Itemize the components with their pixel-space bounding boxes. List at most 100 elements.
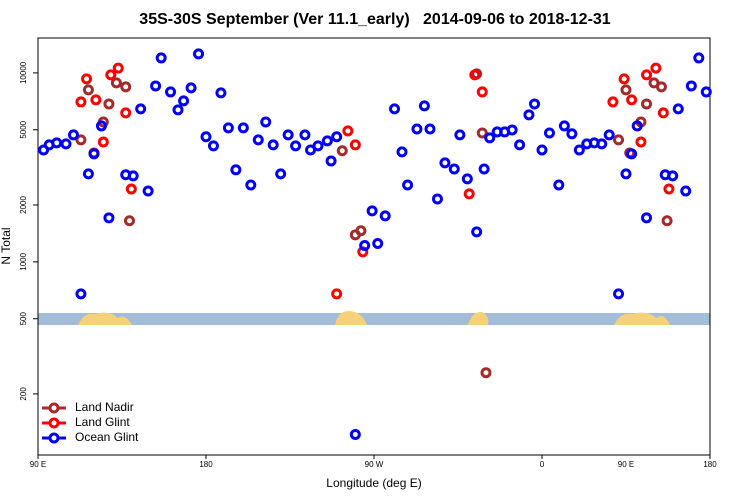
data-point	[185, 82, 197, 94]
data-point	[290, 140, 302, 152]
data-point	[123, 215, 135, 227]
data-point	[641, 212, 653, 224]
data-point	[260, 116, 272, 128]
y-tick-label: 10000	[19, 61, 28, 84]
data-point	[172, 104, 184, 116]
data-point	[325, 155, 337, 167]
data-point	[200, 131, 212, 143]
data-point	[75, 288, 87, 300]
data-point	[448, 163, 460, 175]
data-point	[469, 69, 481, 81]
data-point	[685, 80, 697, 92]
data-point	[618, 73, 630, 85]
data-point	[110, 77, 122, 89]
data-point	[396, 146, 408, 158]
y-tick-label: 5000	[19, 120, 28, 138]
legend-marker	[48, 417, 60, 429]
data-point	[402, 179, 414, 191]
data-point	[82, 168, 94, 180]
data-point	[193, 48, 205, 60]
data-point	[389, 103, 401, 115]
data-point	[275, 168, 287, 180]
legend-label: Land Nadir	[75, 400, 134, 414]
data-point	[312, 140, 324, 152]
data-point	[67, 129, 79, 141]
legend-item: Land Glint	[42, 415, 130, 429]
data-point	[120, 81, 132, 93]
data-point	[105, 69, 117, 81]
map-strip	[38, 310, 710, 325]
data-point	[222, 122, 234, 134]
data-point	[523, 109, 535, 121]
data-point	[463, 188, 475, 200]
data-point	[252, 134, 264, 146]
data-point	[355, 225, 367, 237]
data-point	[245, 179, 257, 191]
data-point	[418, 100, 430, 112]
x-tick-label: 90 E	[618, 460, 634, 469]
y-tick-label: 500	[19, 312, 28, 326]
data-point	[613, 288, 625, 300]
data-point	[657, 107, 669, 119]
data-point	[641, 98, 653, 110]
data-point	[372, 238, 384, 250]
x-tick-label: 90 E	[30, 460, 46, 469]
data-point	[155, 52, 167, 64]
data-point	[81, 73, 93, 85]
data-point	[342, 125, 354, 137]
y-tick-label: 200	[19, 387, 28, 401]
data-point	[379, 210, 391, 222]
data-point	[299, 129, 311, 141]
data-point	[476, 127, 488, 139]
data-point	[529, 98, 541, 110]
data-point	[607, 96, 619, 108]
data-point	[51, 137, 63, 149]
data-point	[424, 123, 436, 135]
data-point	[439, 157, 451, 169]
data-point	[661, 215, 673, 227]
data-point	[553, 179, 565, 191]
data-point	[650, 62, 662, 74]
y-tick-label: 2000	[19, 196, 28, 214]
y-tick-label: 1000	[19, 252, 28, 270]
data-point	[411, 123, 423, 135]
data-point	[359, 240, 371, 252]
x-tick-label: 180	[703, 460, 717, 469]
data-point	[431, 193, 443, 205]
data-point	[90, 94, 102, 106]
chart-title: 35S-30S September (Ver 11.1_early) 2014-…	[139, 11, 611, 28]
data-point	[75, 134, 87, 146]
data-point	[543, 127, 555, 139]
data-point	[680, 185, 692, 197]
data-point	[471, 226, 483, 238]
y-axis-label: N Total	[0, 227, 13, 264]
data-point	[135, 103, 147, 115]
data-point	[349, 428, 361, 440]
data-point	[125, 183, 137, 195]
data-point	[476, 86, 488, 98]
x-axis-label: Longitude (deg E)	[326, 476, 421, 490]
data-point	[626, 94, 638, 106]
legend-label: Land Glint	[75, 415, 130, 429]
data-point	[88, 148, 100, 160]
legend-marker	[48, 402, 60, 414]
data-point	[103, 98, 115, 110]
data-point	[641, 69, 653, 81]
x-tick-label: 0	[540, 460, 545, 469]
data-point	[626, 148, 638, 160]
data-point	[603, 129, 615, 141]
data-point	[596, 138, 608, 150]
data-point	[349, 139, 361, 151]
data-point	[478, 163, 490, 175]
data-point	[366, 205, 378, 217]
data-point	[230, 164, 242, 176]
data-point	[95, 120, 107, 132]
data-point	[282, 129, 294, 141]
data-point	[480, 367, 492, 379]
data-point	[103, 212, 115, 224]
data-point	[60, 138, 72, 150]
data-point	[207, 140, 219, 152]
data-point	[693, 52, 705, 64]
data-point	[150, 80, 162, 92]
